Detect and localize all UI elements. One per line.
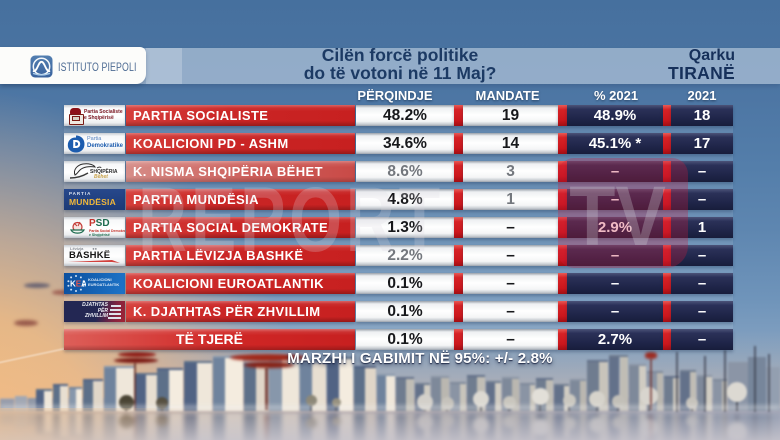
svg-text:KEA: KEA — [70, 280, 86, 289]
